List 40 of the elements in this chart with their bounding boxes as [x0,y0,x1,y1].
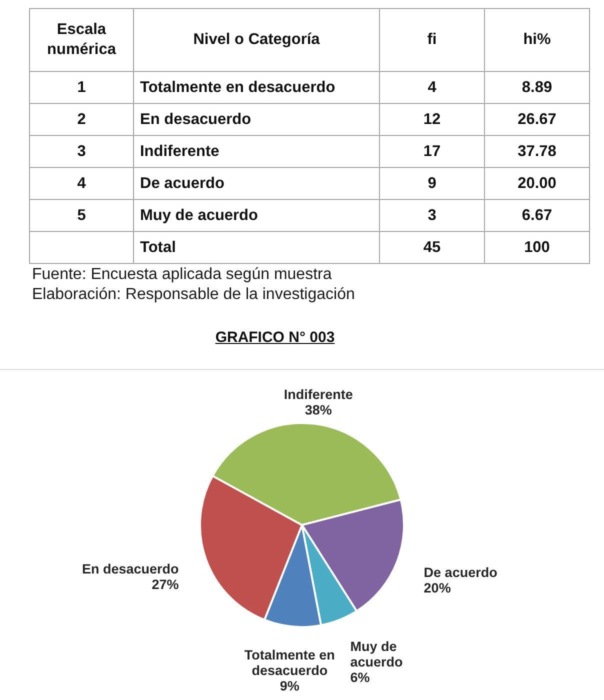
slice-label: Indiferente [284,387,354,402]
y-axis-title: Nivel o Categoría [134,8,380,72]
text: 8.89 [522,78,552,96]
text: 9 [428,174,436,192]
data-label: 20% [424,580,451,596]
text: 26.67 [518,110,556,128]
x-tick-label: hi% [484,8,590,72]
y2-tick-label: 3 [30,136,134,168]
y2-tick-label: 2 [30,104,134,136]
data-label: 38% [304,402,332,418]
text: 45 [423,238,441,256]
slice-label: De acuerdo [424,565,498,580]
y-tick-label: Muy de acuerdo [134,200,380,232]
y-tick-label: Totalmente en desacuerdo [134,72,380,104]
y-tick-label: En desacuerdo [134,104,380,136]
y2-axis-title: Escala numérica [30,8,134,72]
slice-label: En desacuerdo [82,561,179,576]
text: Elaboración: Responsable de la investigación [32,285,356,305]
y-tick-label: De acuerdo [134,168,380,200]
y2-tick-label: 4 [30,168,134,200]
text: 100 [524,238,550,256]
text: 3 [428,206,436,224]
chart-title: GRAFICO N° 003 [214,328,336,348]
text: 12 [423,110,441,128]
text: 20.00 [518,174,556,192]
y2-tick-label: 1 [30,72,134,104]
x-tick-label: fi [380,8,484,72]
source-note: Fuente: Encuesta aplicada según muestra [32,265,333,285]
y-tick-label: Total [134,232,380,264]
slice-label: Totalmente en desacuerdo [244,647,335,678]
data-label: 6% [350,670,370,685]
text: 37.78 [518,142,556,160]
y-tick-label: Indiferente [134,136,380,168]
text: 17 [423,142,441,160]
text: 6.67 [522,206,552,224]
data-label: 9% [280,678,300,694]
y2-tick-label: 5 [30,200,134,232]
category-label: 4 [428,78,436,96]
data-label: 27% [152,576,179,592]
slice-label: Muy de acuerdo [350,638,403,670]
